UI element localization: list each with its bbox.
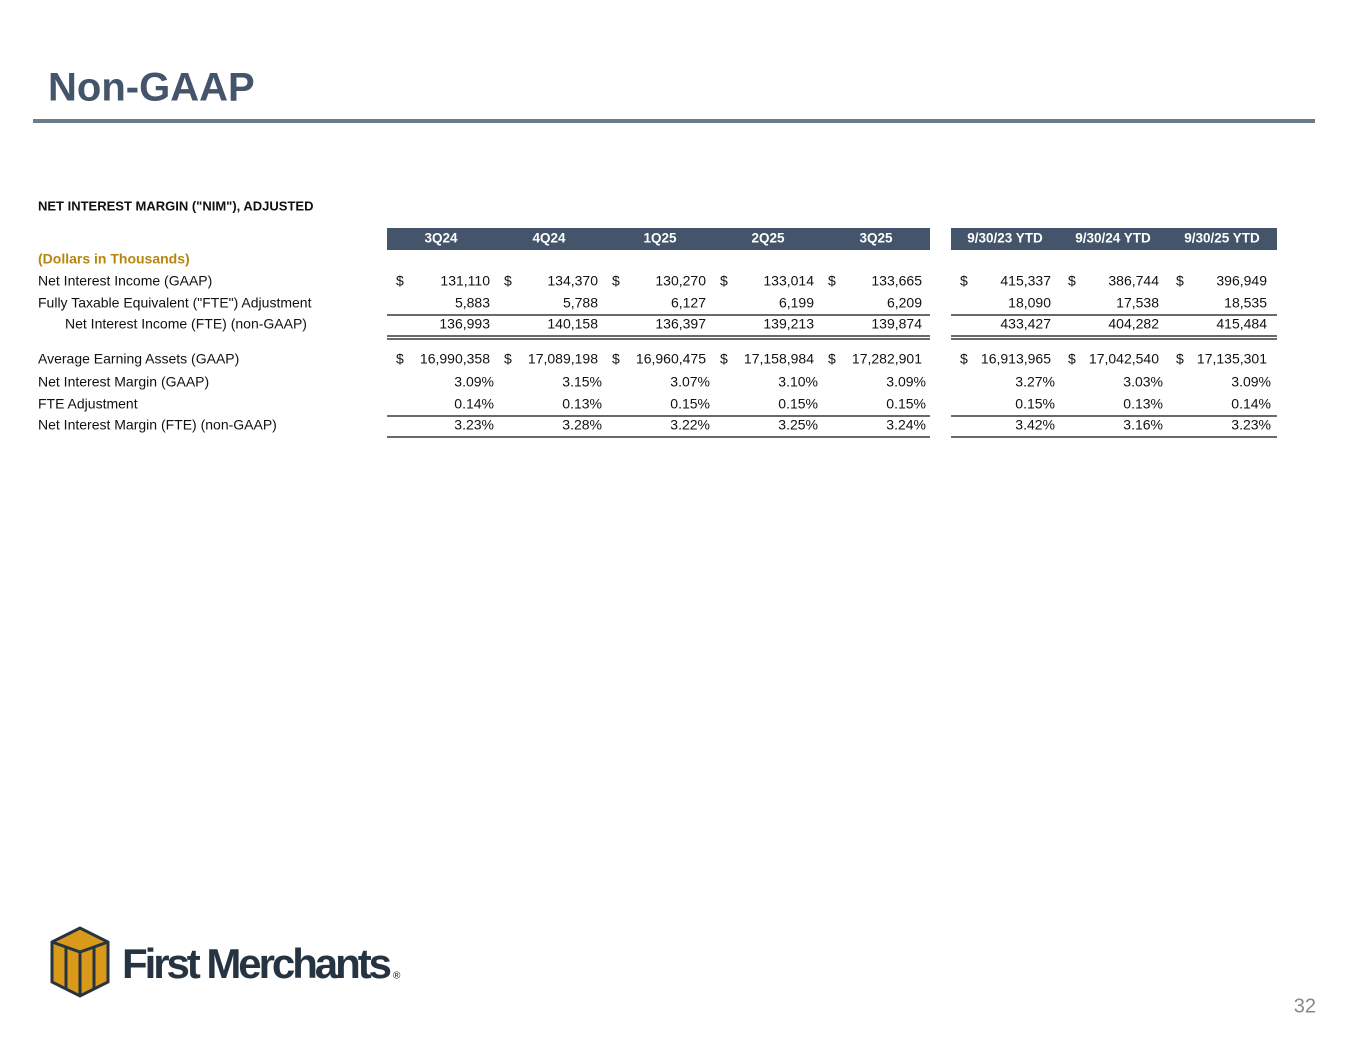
column-header: 3Q25 xyxy=(859,231,893,246)
row-label: Fully Taxable Equivalent ("FTE") Adjustm… xyxy=(38,295,312,311)
cell: 3.23% xyxy=(1231,417,1271,433)
row-label: Average Earning Assets (GAAP) xyxy=(38,351,239,367)
cell: 140,158 xyxy=(547,316,598,332)
cell: 0.15% xyxy=(670,396,710,412)
cell: 17,158,984 xyxy=(744,351,814,367)
cell: 3.28% xyxy=(562,417,602,433)
cell: 17,089,198 xyxy=(528,351,598,367)
cell: 6,209 xyxy=(887,295,922,311)
cell: 3.27% xyxy=(1015,374,1055,390)
currency-sign: $ xyxy=(504,273,512,289)
column-header: 9/30/23 YTD xyxy=(967,231,1043,246)
cell: 133,665 xyxy=(871,273,922,289)
currency-sign: $ xyxy=(960,351,968,367)
cell: 6,127 xyxy=(671,295,706,311)
cell: 0.13% xyxy=(562,396,602,412)
table-title: NET INTEREST MARGIN ("NIM"), ADJUSTED xyxy=(38,198,313,213)
cell: 17,042,540 xyxy=(1089,351,1159,367)
currency-sign: $ xyxy=(612,273,620,289)
registered-mark: ® xyxy=(393,971,401,982)
cell: 16,990,358 xyxy=(420,351,490,367)
currency-sign: $ xyxy=(504,351,512,367)
cell: 3.24% xyxy=(886,417,926,433)
cell: 136,993 xyxy=(439,316,490,332)
currency-sign: $ xyxy=(828,351,836,367)
cell: 3.03% xyxy=(1123,374,1163,390)
currency-sign: $ xyxy=(396,351,404,367)
currency-sign: $ xyxy=(720,351,728,367)
column-header: 2Q25 xyxy=(751,231,785,246)
cell: 3.22% xyxy=(670,417,710,433)
cell: 139,213 xyxy=(763,316,814,332)
currency-sign: $ xyxy=(960,273,968,289)
cell: 3.15% xyxy=(562,374,602,390)
cell: 3.25% xyxy=(778,417,818,433)
column-header: 9/30/24 YTD xyxy=(1075,231,1151,246)
cell: 415,337 xyxy=(1000,273,1051,289)
cell: 5,788 xyxy=(563,295,598,311)
logo xyxy=(50,926,110,998)
brand-name: First Merchants xyxy=(122,940,392,987)
currency-sign: $ xyxy=(828,273,836,289)
cell: 139,874 xyxy=(871,316,922,332)
currency-sign: $ xyxy=(396,273,404,289)
slide-title: Non-GAAP xyxy=(48,66,255,110)
cell: 386,744 xyxy=(1108,273,1159,289)
cell: 134,370 xyxy=(547,273,598,289)
row-label: FTE Adjustment xyxy=(38,396,138,412)
cell: 0.14% xyxy=(1231,396,1271,412)
row-label: Net Interest Income (GAAP) xyxy=(38,273,212,289)
cell: 0.15% xyxy=(886,396,926,412)
cell: 433,427 xyxy=(1000,316,1051,332)
currency-sign: $ xyxy=(720,273,728,289)
cell: 17,282,901 xyxy=(852,351,922,367)
currency-sign: $ xyxy=(1068,273,1076,289)
row-label: Net Interest Margin (FTE) (non-GAAP) xyxy=(38,417,277,433)
header-band xyxy=(387,228,930,250)
cell: 131,110 xyxy=(440,273,490,289)
cell: 0.14% xyxy=(454,396,494,412)
cell: 136,397 xyxy=(655,316,706,332)
cell: 17,538 xyxy=(1116,295,1159,311)
cell: 3.07% xyxy=(670,374,710,390)
cell: 3.10% xyxy=(778,374,818,390)
cell: 0.13% xyxy=(1123,396,1163,412)
cell: 130,270 xyxy=(655,273,706,289)
column-header: 3Q24 xyxy=(424,231,458,246)
cell: 3.09% xyxy=(454,374,494,390)
cell: 18,090 xyxy=(1008,295,1051,311)
column-header: 4Q24 xyxy=(532,231,566,246)
cell: 415,484 xyxy=(1216,316,1267,332)
cell: 396,949 xyxy=(1216,273,1267,289)
cell: 133,014 xyxy=(763,273,814,289)
cell: 16,960,475 xyxy=(636,351,706,367)
column-header: 1Q25 xyxy=(643,231,677,246)
currency-sign: $ xyxy=(612,351,620,367)
cell: 3.23% xyxy=(454,417,494,433)
column-header: 9/30/25 YTD xyxy=(1184,231,1260,246)
row-label: Net Interest Margin (GAAP) xyxy=(38,374,209,390)
currency-sign: $ xyxy=(1068,351,1076,367)
currency-sign: $ xyxy=(1176,351,1184,367)
cell: 3.09% xyxy=(1231,374,1271,390)
header-band xyxy=(951,228,1277,250)
cell: 6,199 xyxy=(779,295,814,311)
row-label: Net Interest Income (FTE) (non-GAAP) xyxy=(65,316,307,332)
units-label: (Dollars in Thousands) xyxy=(38,251,190,267)
cell: 5,883 xyxy=(455,295,490,311)
cell: 3.09% xyxy=(886,374,926,390)
cell: 17,135,301 xyxy=(1197,351,1267,367)
currency-sign: $ xyxy=(1176,273,1184,289)
cell: 3.16% xyxy=(1123,417,1163,433)
cell: 3.42% xyxy=(1015,417,1055,433)
title-rule xyxy=(33,119,1315,123)
page-number: 32 xyxy=(1294,995,1316,1017)
cell: 0.15% xyxy=(778,396,818,412)
cell: 0.15% xyxy=(1015,396,1055,412)
cell: 16,913,965 xyxy=(981,351,1051,367)
cell: 18,535 xyxy=(1224,295,1267,311)
cell: 404,282 xyxy=(1108,316,1159,332)
